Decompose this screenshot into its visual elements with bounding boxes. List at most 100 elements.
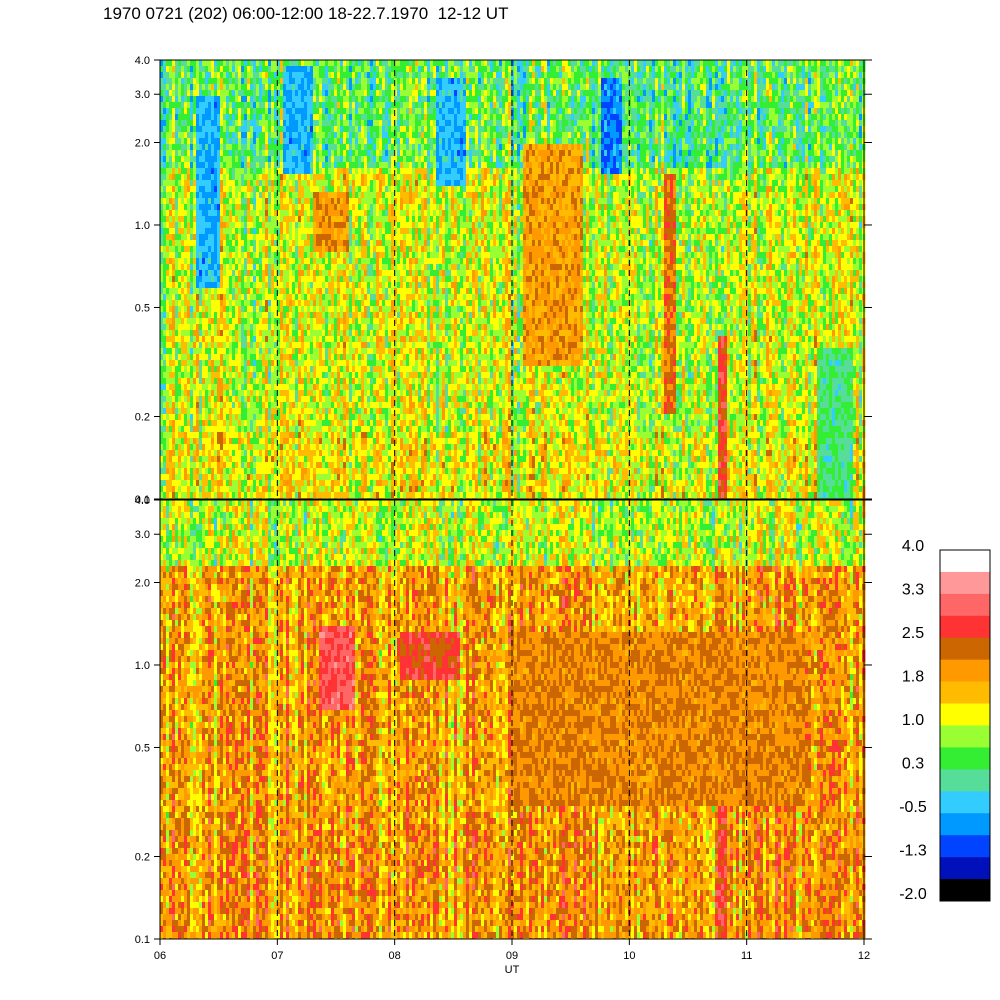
heatmap-cell	[211, 312, 215, 319]
heatmap-cell	[160, 420, 164, 427]
heatmap-cell	[199, 132, 203, 139]
heatmap-cell	[220, 168, 224, 175]
heatmap-cell	[202, 132, 206, 139]
heatmap-cell	[265, 252, 269, 259]
heatmap-cell	[250, 318, 254, 325]
heatmap-cell	[262, 432, 266, 439]
heatmap-cell	[190, 420, 194, 427]
heatmap-cell	[229, 138, 233, 145]
heatmap-cell	[262, 114, 266, 121]
heatmap-cell	[307, 474, 311, 481]
heatmap-cell	[217, 288, 221, 295]
heatmap-cell	[253, 426, 257, 433]
heatmap-cell	[169, 474, 173, 481]
heatmap-cell	[307, 408, 311, 415]
heatmap-cell	[298, 312, 302, 319]
heatmap-cell	[199, 330, 203, 337]
heatmap-cell	[193, 66, 197, 73]
heatmap-cell	[178, 288, 182, 295]
heatmap-cell	[319, 480, 323, 487]
heatmap-cell	[238, 60, 242, 67]
heatmap-cell	[280, 468, 284, 475]
heatmap-cell	[223, 396, 227, 403]
heatmap-cell	[292, 84, 296, 91]
heatmap-cell	[256, 78, 260, 85]
heatmap-cell	[238, 210, 242, 217]
heatmap-cell	[262, 426, 266, 433]
heatmap-cell	[280, 282, 284, 289]
heatmap-cell	[313, 336, 317, 343]
heatmap-cell	[196, 276, 200, 283]
heatmap-cell	[241, 96, 245, 103]
heatmap-cell	[169, 408, 173, 415]
heatmap-cell	[241, 102, 245, 109]
heatmap-cell	[256, 402, 260, 409]
heatmap-cell	[244, 186, 248, 193]
heatmap-cell	[280, 234, 284, 241]
heatmap-cell	[301, 78, 305, 85]
heatmap-cell	[286, 384, 290, 391]
heatmap-cell	[226, 336, 230, 343]
heatmap-cell	[325, 84, 329, 91]
heatmap-cell	[202, 114, 206, 121]
heatmap-cell	[160, 300, 164, 307]
heatmap-cell	[259, 390, 263, 397]
heatmap-cell	[262, 396, 266, 403]
heatmap-cell	[205, 408, 209, 415]
heatmap-cell	[271, 306, 275, 313]
heatmap-cell	[160, 480, 164, 487]
heatmap-cell	[214, 342, 218, 349]
heatmap-cell	[262, 444, 266, 451]
heatmap-cell	[163, 372, 167, 379]
heatmap-cell	[205, 402, 209, 409]
heatmap-cell	[172, 186, 176, 193]
heatmap-cell	[322, 438, 326, 445]
heatmap-cell	[295, 342, 299, 349]
heatmap-cell	[172, 90, 176, 97]
heatmap-cell	[187, 264, 191, 271]
heatmap-cell	[319, 324, 323, 331]
heatmap-cell	[250, 198, 254, 205]
heatmap-cell	[235, 78, 239, 85]
heatmap-cell	[310, 336, 314, 343]
heatmap-cell	[205, 288, 209, 295]
heatmap-cell	[292, 126, 296, 133]
heatmap-cell	[250, 480, 254, 487]
heatmap-cell	[301, 324, 305, 331]
heatmap-cell	[187, 414, 191, 421]
heatmap-cell	[304, 492, 308, 499]
heatmap-cell	[322, 324, 326, 331]
heatmap-cell	[187, 246, 191, 253]
heatmap-cell	[178, 360, 182, 367]
heatmap-cell	[298, 420, 302, 427]
heatmap-cell	[163, 462, 167, 469]
heatmap-cell	[298, 96, 302, 103]
heatmap-cell	[253, 336, 257, 343]
heatmap-cell	[325, 348, 329, 355]
heatmap-cell	[301, 378, 305, 385]
heatmap-cell	[247, 312, 251, 319]
heatmap-cell	[166, 312, 170, 319]
heatmap-cell	[190, 342, 194, 349]
heatmap-cell	[244, 366, 248, 373]
heatmap-cell	[172, 198, 176, 205]
heatmap-cell	[211, 348, 215, 355]
heatmap-cell	[166, 258, 170, 265]
heatmap-cell	[283, 174, 287, 181]
heatmap-cell	[181, 378, 185, 385]
heatmap-cell	[211, 78, 215, 85]
heatmap-cell	[205, 204, 209, 211]
heatmap-cell	[256, 354, 260, 361]
heatmap-cell	[178, 126, 182, 133]
heatmap-cell	[280, 78, 284, 85]
heatmap-cell	[178, 264, 182, 271]
heatmap-cell	[301, 318, 305, 325]
heatmap-cell	[193, 444, 197, 451]
heatmap-cell	[316, 78, 320, 85]
heatmap-cell	[316, 108, 320, 115]
heatmap-cell	[250, 264, 254, 271]
heatmap-cell	[298, 474, 302, 481]
heatmap-cell	[253, 480, 257, 487]
heatmap-cell	[310, 294, 314, 301]
heatmap-cell	[310, 366, 314, 373]
